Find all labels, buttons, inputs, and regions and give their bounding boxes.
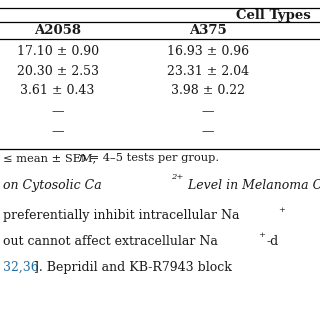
- Text: —: —: [202, 125, 214, 138]
- Text: 3.98 ± 0.22: 3.98 ± 0.22: [171, 84, 245, 97]
- Text: 3.61 ± 0.43: 3.61 ± 0.43: [20, 84, 95, 97]
- Text: 17.10 ± 0.90: 17.10 ± 0.90: [17, 45, 99, 58]
- Text: Level in Melanoma C: Level in Melanoma C: [184, 179, 320, 192]
- Text: +: +: [278, 205, 285, 214]
- Text: +: +: [258, 231, 265, 239]
- Text: out cannot affect extracellular Na: out cannot affect extracellular Na: [3, 235, 218, 248]
- Text: n: n: [78, 153, 86, 164]
- Text: on Cytosolic Ca: on Cytosolic Ca: [3, 179, 102, 192]
- Text: 23.31 ± 2.04: 23.31 ± 2.04: [167, 65, 249, 77]
- Text: A2058: A2058: [34, 24, 81, 37]
- Text: —: —: [51, 125, 64, 138]
- Text: ≤ mean ± SEM,: ≤ mean ± SEM,: [3, 153, 100, 164]
- Text: Cell Types: Cell Types: [236, 9, 310, 22]
- Text: -d: -d: [266, 235, 278, 248]
- Text: ]. Bepridil and KB-R7943 block: ]. Bepridil and KB-R7943 block: [34, 261, 232, 274]
- Text: 16.93 ± 0.96: 16.93 ± 0.96: [167, 45, 249, 58]
- Text: —: —: [51, 106, 64, 118]
- Text: A375: A375: [189, 24, 227, 37]
- Text: preferentially inhibit intracellular Na: preferentially inhibit intracellular Na: [3, 210, 240, 222]
- Text: 20.30 ± 2.53: 20.30 ± 2.53: [17, 65, 99, 77]
- Text: —: —: [202, 106, 214, 118]
- Text: 32,36: 32,36: [3, 261, 39, 274]
- Text: 2+: 2+: [171, 172, 184, 180]
- Text: = 4–5 tests per group.: = 4–5 tests per group.: [86, 153, 219, 164]
